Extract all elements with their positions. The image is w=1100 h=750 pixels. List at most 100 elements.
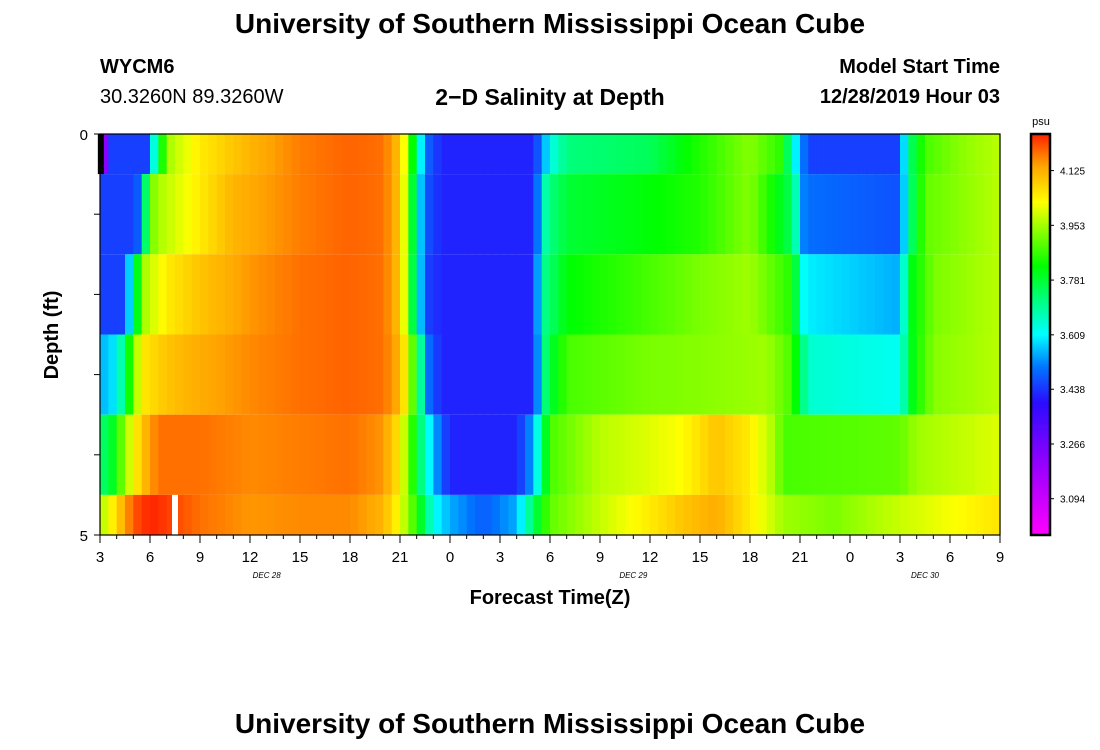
heatmap-cell — [816, 174, 826, 255]
heatmap-cell — [150, 334, 159, 415]
heatmap-cell — [166, 334, 176, 415]
heatmap-cell — [375, 174, 384, 255]
heatmap-cell — [666, 494, 676, 535]
heatmap-cell — [500, 494, 509, 535]
heatmap-cell — [308, 494, 318, 535]
heatmap-cell — [291, 174, 301, 255]
heatmap-cell — [691, 414, 701, 495]
heatmap-cell — [775, 494, 784, 535]
heatmap-cell — [708, 254, 718, 335]
heatmap-cell — [875, 134, 884, 175]
heatmap-cell — [141, 414, 151, 495]
heatmap-cell — [833, 494, 843, 535]
heatmap-cell — [533, 134, 543, 175]
heatmap-cell — [533, 174, 543, 255]
heatmap-cell — [125, 134, 134, 175]
x-axis-label: Forecast Time(Z) — [470, 587, 631, 609]
heatmap-cell — [991, 254, 1001, 335]
heatmap-cell — [941, 494, 951, 535]
heatmap-cell — [666, 334, 676, 415]
heatmap-cell — [983, 134, 993, 175]
heatmap-cell — [266, 334, 276, 415]
heatmap-cell — [833, 134, 843, 175]
heatmap-cell — [383, 334, 393, 415]
heatmap-cell — [891, 254, 901, 335]
heatmap-cell — [266, 134, 276, 175]
heatmap-cell — [275, 414, 284, 495]
heatmap-cell — [183, 494, 193, 535]
heatmap-cell — [875, 174, 884, 255]
heatmap-cell — [391, 414, 401, 495]
heatmap-cell — [175, 494, 184, 535]
heatmap-cell — [933, 174, 943, 255]
heatmap-cell — [341, 494, 351, 535]
heatmap-cell — [366, 494, 376, 535]
heatmap-cell — [725, 174, 734, 255]
heatmap-cell — [483, 494, 493, 535]
heatmap-cell — [100, 134, 109, 175]
heatmap-cell — [550, 494, 559, 535]
heatmap-cell — [525, 254, 534, 335]
heatmap-cell — [741, 134, 751, 175]
heatmap-cell — [425, 494, 434, 535]
heatmap-cell — [783, 334, 793, 415]
heatmap-cell — [716, 134, 726, 175]
heatmap-cell — [933, 134, 943, 175]
heatmap-cell — [558, 414, 568, 495]
heatmap-cell — [816, 254, 826, 335]
heatmap-cell — [641, 494, 651, 535]
heatmap-cell — [716, 334, 726, 415]
heatmap-cell — [650, 134, 659, 175]
heatmap-cell — [775, 334, 784, 415]
heatmap-cell — [141, 134, 151, 175]
heatmap-cell — [266, 414, 276, 495]
heatmap-cell — [383, 494, 393, 535]
heatmap-cell — [983, 254, 993, 335]
heatmap-cell — [791, 494, 801, 535]
heatmap-cell — [600, 174, 609, 255]
heatmap-cell — [675, 414, 684, 495]
heatmap-cell — [216, 334, 226, 415]
heatmap-cell — [700, 414, 709, 495]
heatmap-cell — [825, 254, 834, 335]
heatmap-cell — [791, 134, 801, 175]
heatmap-cell — [283, 414, 293, 495]
heatmap-cell — [291, 134, 301, 175]
heatmap-cell — [216, 414, 226, 495]
heatmap-cell — [125, 414, 134, 495]
heatmap-cell — [208, 134, 218, 175]
x-tick-label: 3 — [496, 549, 504, 566]
heatmap-cell — [783, 174, 793, 255]
colorbar-tick-label: 4.125 — [1060, 167, 1085, 178]
heatmap-cell — [875, 414, 884, 495]
heatmap-cell — [566, 494, 576, 535]
heatmap-cell — [916, 134, 926, 175]
heatmap-cell — [725, 134, 734, 175]
heatmap-cell — [350, 494, 359, 535]
heatmap-cell — [925, 414, 934, 495]
heatmap-cell — [341, 174, 351, 255]
x-tick-label: 15 — [692, 549, 709, 566]
heatmap-cell — [991, 494, 1001, 535]
heatmap-cell — [650, 414, 659, 495]
heatmap-cell — [300, 494, 309, 535]
heatmap-cell — [608, 134, 618, 175]
heatmap-cell — [908, 414, 918, 495]
heatmap-cell — [591, 174, 601, 255]
heatmap-cell — [466, 134, 476, 175]
heatmap-cell — [233, 174, 243, 255]
heatmap-cell — [383, 414, 393, 495]
heatmap-cell — [216, 134, 226, 175]
heatmap-cell — [258, 254, 268, 335]
y-tick-label: 0 — [80, 127, 88, 144]
heatmap-cell — [291, 414, 301, 495]
heatmap-cell — [691, 334, 701, 415]
heatmap-cell — [758, 254, 768, 335]
heatmap-cell — [850, 334, 859, 415]
heatmap-cell — [458, 334, 468, 415]
heatmap-cell — [933, 494, 943, 535]
heatmap-cell — [491, 174, 501, 255]
heatmap-cell — [900, 254, 909, 335]
heatmap-cell — [733, 494, 743, 535]
heatmap-cell — [208, 414, 218, 495]
